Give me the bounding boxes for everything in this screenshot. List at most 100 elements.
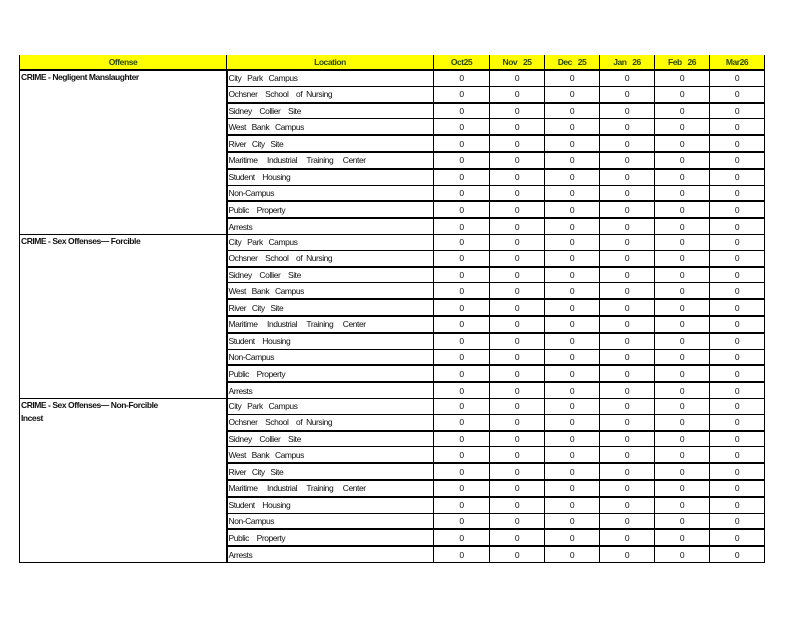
location-cell: River City Site <box>226 463 434 481</box>
location-cell: City Park Campus <box>226 234 434 251</box>
count-cell: 0 <box>599 151 655 170</box>
count-cell: 0 <box>544 430 600 448</box>
count-cell: 0 <box>709 266 765 284</box>
count-cell: 0 <box>433 218 490 235</box>
count-cell: 0 <box>433 332 490 350</box>
count-cell: 0 <box>489 168 545 186</box>
count-cell: 0 <box>654 86 710 104</box>
count-cell: 0 <box>433 282 490 301</box>
table-row: Public Property 0 0 0 0 0 0 <box>20 529 765 548</box>
count-cell: 0 <box>433 546 490 563</box>
month-header: Feb 26 <box>654 55 710 71</box>
count-cell: 0 <box>544 446 600 465</box>
location-cell: Non-Campus <box>226 513 434 531</box>
location-cell: Maritime Industrial Training Center <box>226 479 434 498</box>
count-cell: 0 <box>433 185 490 203</box>
count-cell: 0 <box>654 201 710 220</box>
table-row: West Bank Campus 0 0 0 0 0 0 <box>20 446 765 465</box>
location-cell: City Park Campus <box>226 70 434 87</box>
count-cell: 0 <box>599 315 655 334</box>
table-row: Maritime Industrial Training Center 0 0 0 0 0… <box>20 151 765 170</box>
count-cell: 0 <box>489 234 545 251</box>
count-cell: 0 <box>433 414 490 432</box>
count-cell: 0 <box>654 118 710 137</box>
count-cell: 0 <box>489 70 545 87</box>
table-row: Non-Campus 0 0 0 0 0 0 <box>20 513 765 531</box>
location-cell: Student Housing <box>226 496 434 514</box>
location-cell: Student Housing <box>226 168 434 186</box>
count-cell: 0 <box>709 168 765 186</box>
count-cell: 0 <box>489 135 545 153</box>
table-row: Student Housing 0 0 0 0 0 0 <box>20 332 765 350</box>
count-cell: 0 <box>599 201 655 220</box>
location-cell: City Park Campus <box>226 398 434 415</box>
count-cell: 0 <box>599 398 655 415</box>
count-cell: 0 <box>709 151 765 170</box>
count-cell: 0 <box>599 118 655 137</box>
count-cell: 0 <box>709 70 765 87</box>
table-row: Arrests 0 0 0 0 0 0 <box>20 218 765 235</box>
location-cell: Sidney Collier Site <box>226 266 434 284</box>
table-row: Public Property 0 0 0 0 0 0 <box>20 365 765 384</box>
count-cell: 0 <box>433 70 490 87</box>
count-cell: 0 <box>709 546 765 563</box>
location-cell: Maritime Industrial Training Center <box>226 315 434 334</box>
count-cell: 0 <box>599 446 655 465</box>
location-cell: West Bank Campus <box>226 446 434 465</box>
month-header: Mar26 <box>709 55 765 71</box>
count-cell: 0 <box>654 446 710 465</box>
count-cell: 0 <box>709 414 765 432</box>
count-cell: 0 <box>709 86 765 104</box>
count-cell: 0 <box>709 479 765 498</box>
table-row: River City Site 0 0 0 0 0 0 <box>20 463 765 481</box>
count-cell: 0 <box>433 135 490 153</box>
table-row: River City Site 0 0 0 0 0 0 <box>20 299 765 317</box>
count-cell: 0 <box>599 282 655 301</box>
count-cell: 0 <box>433 299 490 317</box>
count-cell: 0 <box>709 496 765 514</box>
count-cell: 0 <box>433 234 490 251</box>
count-cell: 0 <box>709 332 765 350</box>
table-row: Sidney Collier Site 0 0 0 0 0 0 <box>20 266 765 284</box>
table-row: West Bank Campus 0 0 0 0 0 0 <box>20 282 765 301</box>
count-cell: 0 <box>544 151 600 170</box>
count-cell: 0 <box>544 185 600 203</box>
count-cell: 0 <box>489 463 545 481</box>
count-cell: 0 <box>489 266 545 284</box>
count-cell: 0 <box>654 349 710 367</box>
count-cell: 0 <box>544 118 600 137</box>
count-cell: 0 <box>489 398 545 415</box>
table-row: Ochsner School of Nursing 0 0 0 0 0 0 <box>20 414 765 432</box>
table-row: Student Housing 0 0 0 0 0 0 <box>20 496 765 514</box>
count-cell: 0 <box>599 86 655 104</box>
count-cell: 0 <box>599 414 655 432</box>
count-cell: 0 <box>544 201 600 220</box>
count-cell: 0 <box>433 479 490 498</box>
count-cell: 0 <box>654 185 710 203</box>
count-cell: 0 <box>654 234 710 251</box>
count-cell: 0 <box>599 463 655 481</box>
count-cell: 0 <box>489 102 545 120</box>
count-cell: 0 <box>654 299 710 317</box>
count-cell: 0 <box>544 398 600 415</box>
count-cell: 0 <box>709 299 765 317</box>
count-cell: 0 <box>599 513 655 531</box>
count-cell: 0 <box>544 86 600 104</box>
count-cell: 0 <box>709 135 765 153</box>
offense-cell: CRIME - Sex Offenses— Non-Forcible Inces… <box>19 398 228 563</box>
count-cell: 0 <box>433 382 490 399</box>
count-cell: 0 <box>489 118 545 137</box>
count-cell: 0 <box>489 479 545 498</box>
count-cell: 0 <box>654 102 710 120</box>
count-cell: 0 <box>544 365 600 384</box>
count-cell: 0 <box>544 102 600 120</box>
location-cell: Public Property <box>226 365 434 384</box>
table-row: Non-Campus 0 0 0 0 0 0 <box>20 185 765 203</box>
table-row: Arrests 0 0 0 0 0 0 <box>20 546 765 563</box>
count-cell: 0 <box>544 513 600 531</box>
count-cell: 0 <box>544 250 600 268</box>
count-cell: 0 <box>599 168 655 186</box>
count-cell: 0 <box>489 201 545 220</box>
table-row: West Bank Campus 0 0 0 0 0 0 <box>20 118 765 137</box>
count-cell: 0 <box>654 365 710 384</box>
